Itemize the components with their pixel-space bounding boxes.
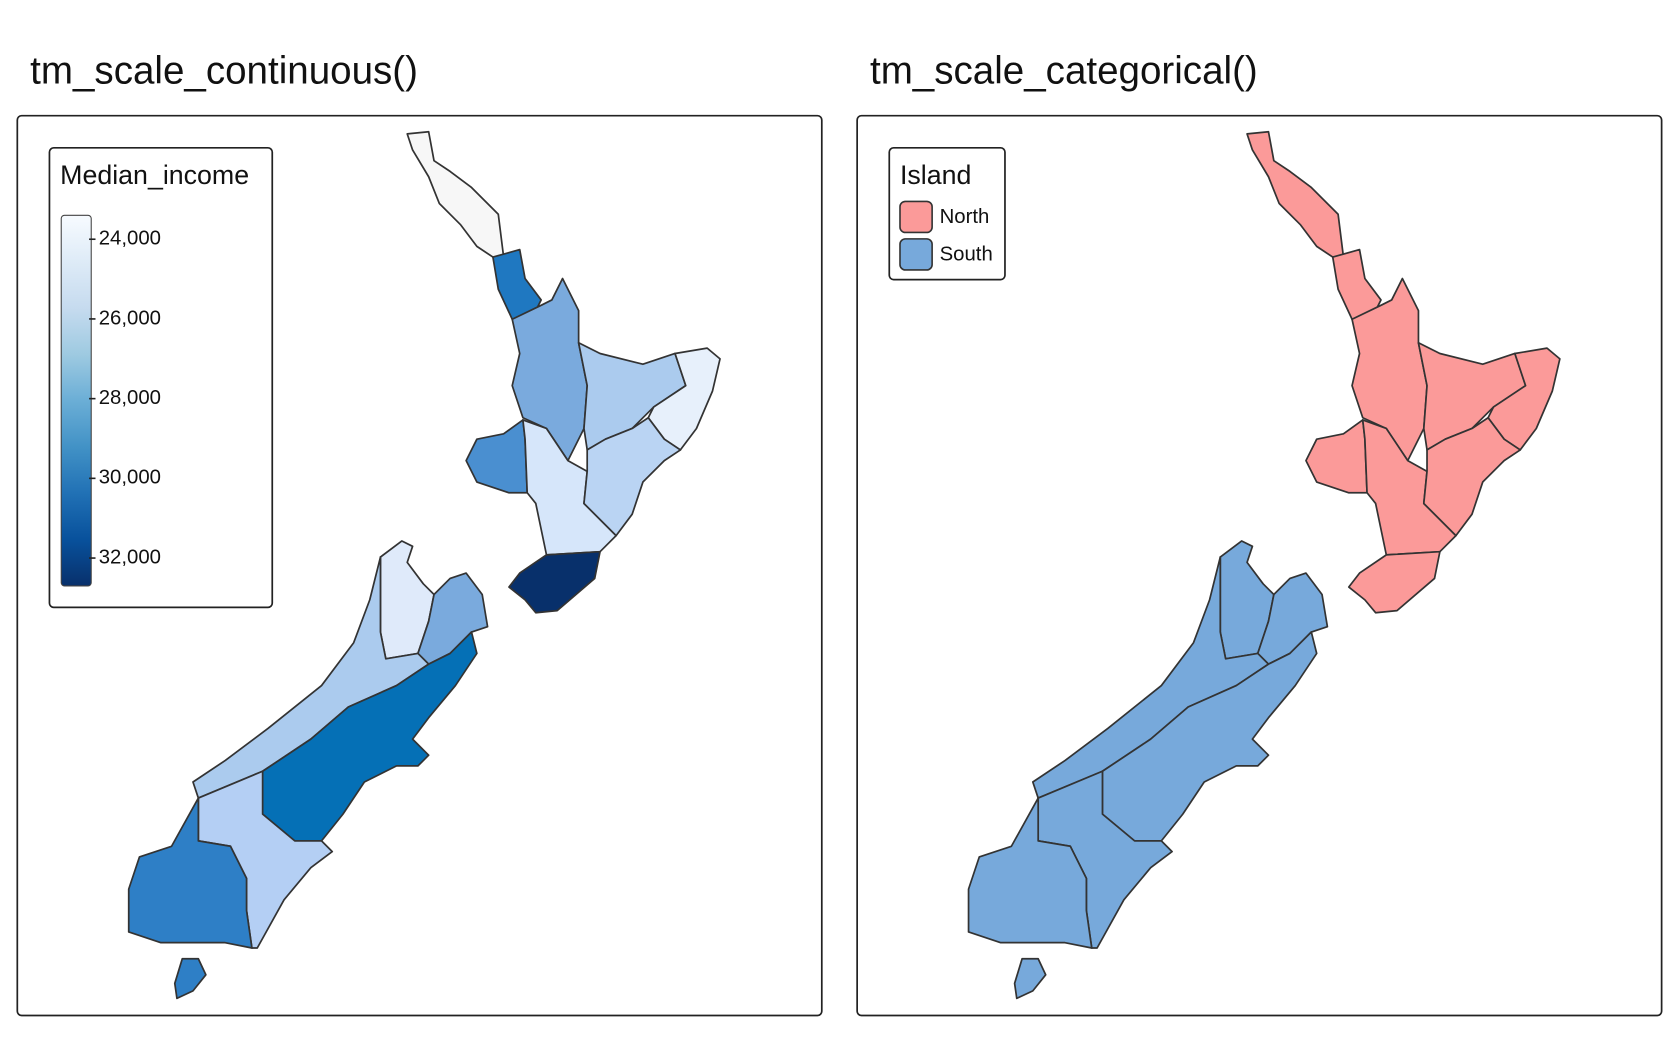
region bbox=[1347, 550, 1441, 614]
legend-ticks: 24,000 26,000 28,000 30,000 32,000 bbox=[89, 228, 161, 568]
legend-swatch bbox=[899, 238, 933, 271]
legend-box bbox=[48, 146, 274, 609]
tick-label: 28,000 bbox=[99, 387, 161, 409]
region bbox=[577, 341, 687, 451]
map bbox=[127, 130, 721, 1000]
panel-title: tm_scale_categorical() bbox=[870, 50, 1258, 93]
region bbox=[261, 631, 478, 842]
region bbox=[1361, 419, 1457, 556]
legend-swatch bbox=[899, 200, 933, 234]
legend-label: South bbox=[940, 243, 993, 265]
legend-title: Median_income bbox=[60, 160, 249, 190]
region bbox=[127, 797, 253, 949]
region bbox=[173, 957, 207, 1000]
region bbox=[522, 419, 617, 556]
region bbox=[1013, 957, 1047, 1000]
tick-label: 26,000 bbox=[99, 307, 161, 329]
panel-title: tm_scale_continuous() bbox=[30, 50, 418, 93]
tick-label: 30,000 bbox=[99, 467, 161, 489]
legend-items: North South bbox=[899, 200, 993, 271]
region bbox=[1101, 631, 1318, 842]
tick-label: 24,000 bbox=[99, 228, 161, 250]
legend-label: North bbox=[940, 206, 990, 228]
tick-label: 32,000 bbox=[99, 546, 161, 568]
region bbox=[967, 797, 1093, 949]
color-bar bbox=[60, 214, 92, 587]
legend-title: Island bbox=[900, 160, 971, 190]
region bbox=[1422, 416, 1522, 537]
map bbox=[967, 130, 1561, 1000]
region bbox=[508, 550, 601, 614]
region bbox=[1417, 341, 1527, 451]
region bbox=[583, 416, 682, 537]
